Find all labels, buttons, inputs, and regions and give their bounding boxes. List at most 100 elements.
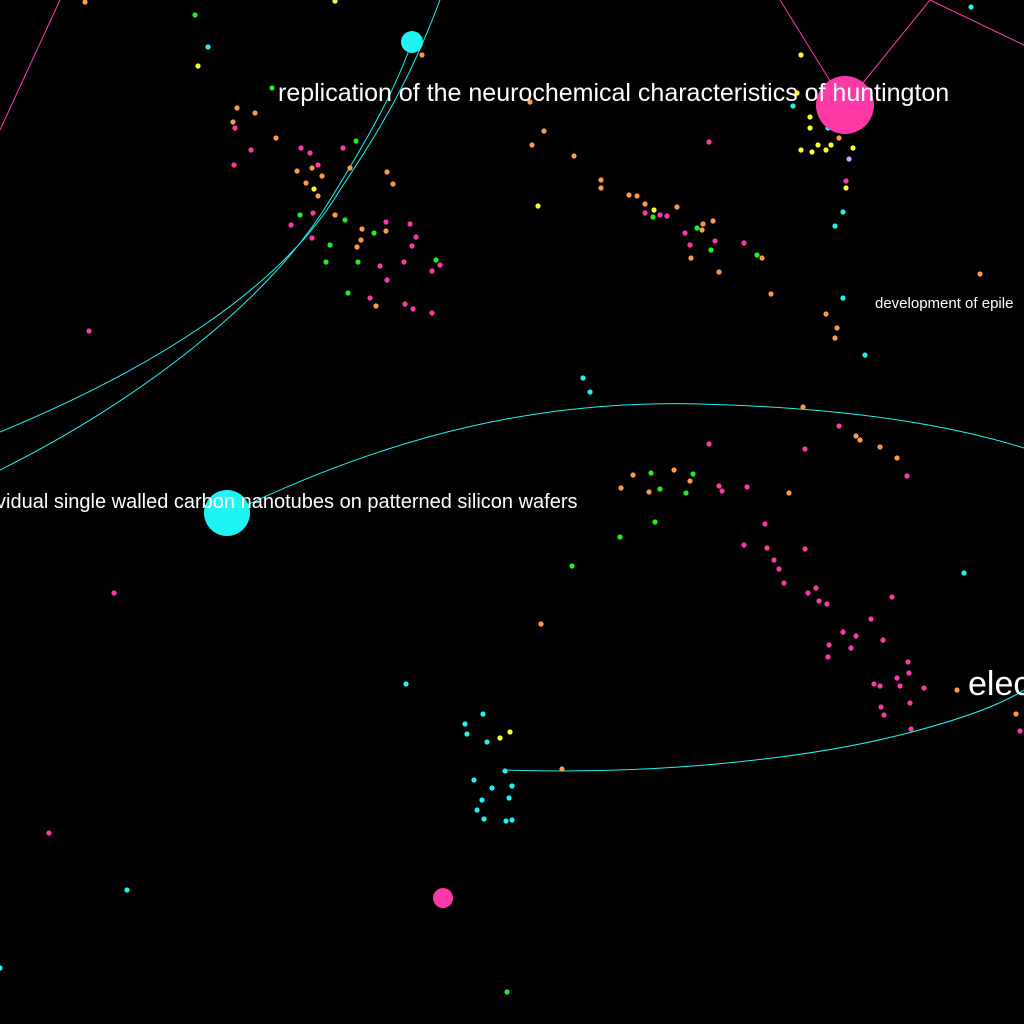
node[interactable] (309, 235, 315, 241)
node[interactable] (269, 85, 275, 91)
node[interactable] (907, 700, 913, 706)
node[interactable] (771, 557, 777, 563)
node[interactable] (708, 247, 714, 253)
node[interactable] (706, 441, 712, 447)
hub-node-huntington[interactable] (816, 76, 874, 134)
node[interactable] (390, 181, 396, 187)
node[interactable] (850, 145, 856, 151)
node[interactable] (248, 147, 254, 153)
node[interactable] (462, 721, 468, 727)
node[interactable] (889, 594, 895, 600)
node[interactable] (355, 259, 361, 265)
node[interactable] (124, 887, 130, 893)
node[interactable] (823, 147, 829, 153)
node[interactable] (311, 186, 317, 192)
node[interactable] (535, 203, 541, 209)
node[interactable] (273, 135, 279, 141)
node[interactable] (541, 128, 547, 134)
node[interactable] (857, 437, 863, 443)
node[interactable] (642, 210, 648, 216)
node[interactable] (800, 404, 806, 410)
node[interactable] (618, 485, 624, 491)
node[interactable] (484, 739, 490, 745)
node[interactable] (82, 0, 88, 5)
node[interactable] (699, 227, 705, 233)
node[interactable] (0, 965, 3, 971)
node[interactable] (652, 519, 658, 525)
node[interactable] (694, 225, 700, 231)
node[interactable] (323, 259, 329, 265)
node[interactable] (961, 570, 967, 576)
node[interactable] (687, 242, 693, 248)
node[interactable] (489, 785, 495, 791)
node[interactable] (853, 633, 859, 639)
node[interactable] (401, 259, 407, 265)
node[interactable] (716, 269, 722, 275)
node[interactable] (764, 545, 770, 551)
node[interactable] (846, 156, 852, 162)
node[interactable] (832, 223, 838, 229)
node[interactable] (332, 212, 338, 218)
node[interactable] (816, 598, 822, 604)
node[interactable] (383, 228, 389, 234)
node[interactable] (507, 729, 513, 735)
node[interactable] (383, 219, 389, 225)
node[interactable] (880, 637, 886, 643)
node[interactable] (834, 325, 840, 331)
node[interactable] (825, 654, 831, 660)
node[interactable] (634, 193, 640, 199)
node[interactable] (86, 328, 92, 334)
node[interactable] (710, 218, 716, 224)
node[interactable] (502, 768, 508, 774)
node[interactable] (354, 244, 360, 250)
node[interactable] (868, 616, 874, 622)
node[interactable] (700, 221, 706, 227)
node[interactable] (642, 201, 648, 207)
node[interactable] (353, 138, 359, 144)
node[interactable] (836, 423, 842, 429)
node[interactable] (894, 675, 900, 681)
node[interactable] (843, 178, 849, 184)
node[interactable] (741, 240, 747, 246)
node[interactable] (807, 125, 813, 131)
node[interactable] (802, 546, 808, 552)
node[interactable] (790, 103, 796, 109)
node[interactable] (826, 642, 832, 648)
node[interactable] (877, 683, 883, 689)
node[interactable] (741, 542, 747, 548)
node[interactable] (807, 114, 813, 120)
hub-node-top-cyan[interactable] (401, 31, 423, 53)
node[interactable] (905, 659, 911, 665)
node[interactable] (664, 213, 670, 219)
node[interactable] (527, 99, 533, 105)
node[interactable] (719, 488, 725, 494)
node[interactable] (569, 563, 575, 569)
node[interactable] (630, 472, 636, 478)
node[interactable] (345, 290, 351, 296)
node[interactable] (781, 580, 787, 586)
node[interactable] (878, 704, 884, 710)
node[interactable] (497, 735, 503, 741)
node[interactable] (571, 153, 577, 159)
node[interactable] (906, 670, 912, 676)
node[interactable] (474, 807, 480, 813)
node[interactable] (481, 816, 487, 822)
node[interactable] (205, 44, 211, 50)
node[interactable] (384, 277, 390, 283)
node[interactable] (464, 731, 470, 737)
node[interactable] (840, 209, 846, 215)
node[interactable] (559, 766, 565, 772)
node[interactable] (46, 830, 52, 836)
node[interactable] (234, 105, 240, 111)
node[interactable] (1017, 728, 1023, 734)
node[interactable] (682, 230, 688, 236)
node[interactable] (688, 255, 694, 261)
node[interactable] (762, 521, 768, 527)
node[interactable] (617, 534, 623, 540)
node[interactable] (626, 192, 632, 198)
node[interactable] (288, 222, 294, 228)
node[interactable] (754, 252, 760, 258)
node[interactable] (340, 145, 346, 151)
node[interactable] (310, 210, 316, 216)
hub-node-nanotubes[interactable] (204, 490, 250, 536)
